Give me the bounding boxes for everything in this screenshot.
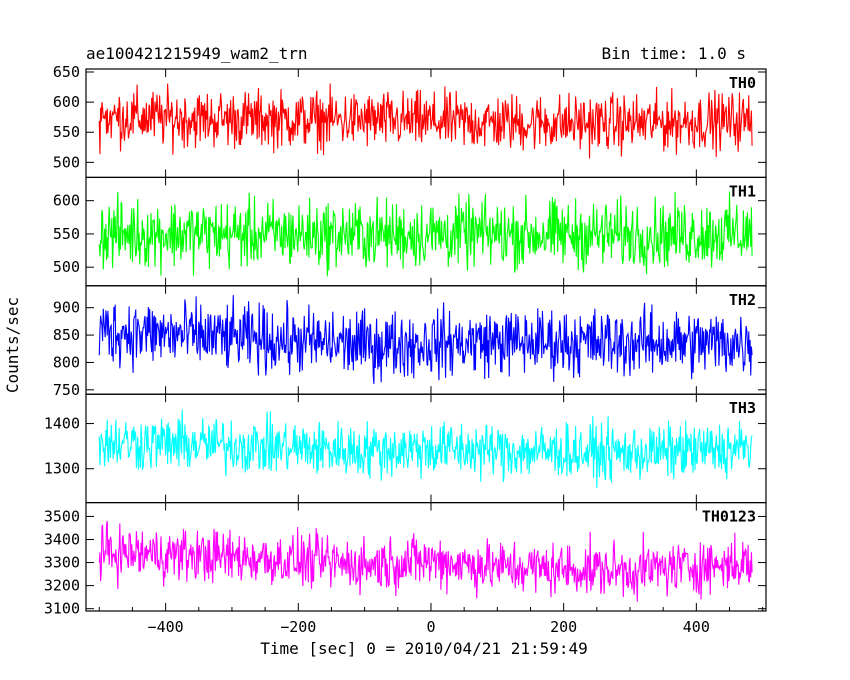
y-tick-label: 1300 — [44, 460, 80, 478]
panel-label: TH0123 — [702, 508, 756, 526]
y-tick-label: 750 — [53, 381, 80, 399]
panel-label: TH2 — [729, 291, 756, 309]
y-tick-label: 850 — [53, 326, 80, 344]
series-line-th2 — [98, 295, 753, 384]
y-tick-label: 3500 — [44, 507, 80, 525]
x-tick-label: 400 — [683, 618, 710, 636]
panel-th1: 500 550 600 TH1 — [53, 176, 767, 287]
y-axis-title: Counts/sec — [3, 297, 22, 393]
y-tick-label: 600 — [53, 192, 80, 210]
bin-time-label: Bin time: 1.0 s — [602, 44, 747, 63]
series-line-th0123 — [98, 520, 753, 602]
x-tick-label: 200 — [550, 618, 577, 636]
y-tick-label: 3300 — [44, 554, 80, 572]
y-tick-label: 900 — [53, 299, 80, 317]
panel-label: TH1 — [729, 182, 756, 200]
series-line-th1 — [98, 191, 753, 277]
panel-frame — [85, 502, 767, 612]
panel-th3: 1300 1400 TH3 — [44, 393, 767, 504]
panel-label: TH3 — [729, 399, 756, 417]
panel-th0123: 3100 3200 3300 3400 3500 TH0123 — [44, 502, 767, 618]
x-axis-title: Time [sec] 0 = 2010/04/21 21:59:49 — [260, 639, 588, 658]
x-axis: −400 −200 0 200 400 — [98, 607, 764, 636]
y-tick-label: 1400 — [44, 415, 80, 433]
y-tick-label: 800 — [53, 353, 80, 371]
y-tick-label: 500 — [53, 153, 80, 171]
y-tick-label: 500 — [53, 258, 80, 276]
panel-th0: 500 550 600 650 TH0 — [53, 63, 767, 179]
y-tick-label: 3200 — [44, 577, 80, 595]
y-tick-label: 600 — [53, 93, 80, 111]
panels: 500 550 600 650 TH0 500 550 600 TH1 750 800 850 900 T… — [44, 63, 767, 618]
panel-th2: 750 800 850 900 TH2 — [53, 285, 767, 399]
y-tick-label: 3400 — [44, 531, 80, 549]
series-line-th0 — [98, 83, 753, 159]
y-tick-label: 550 — [53, 225, 80, 243]
x-tick-label: −200 — [280, 618, 316, 636]
x-tick-label: 0 — [426, 618, 435, 636]
panel-label: TH0 — [729, 74, 756, 92]
series-line-th3 — [98, 409, 753, 488]
y-tick-label: 550 — [53, 123, 80, 141]
plot-title: ae100421215949_wam2_trn — [86, 44, 308, 63]
y-tick-label: 3100 — [44, 600, 80, 618]
x-tick-label: −400 — [148, 618, 184, 636]
y-tick-label: 650 — [53, 63, 80, 81]
